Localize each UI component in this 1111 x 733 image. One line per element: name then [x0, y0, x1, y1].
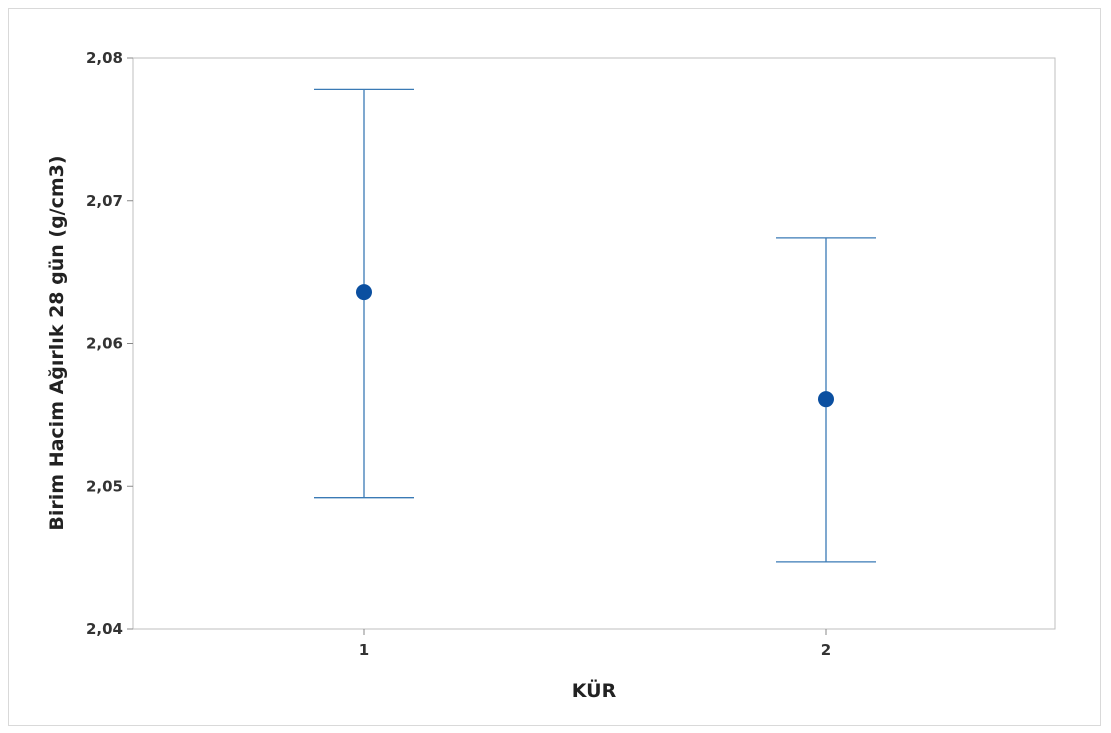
- x-tick-label: 2: [821, 641, 831, 659]
- y-axis-title: Birim Hacim Ağırlık 28 gün (g/cm3): [46, 155, 68, 530]
- y-axis-ticks: 2,04 2,05 2,06 2,07 2,08: [86, 49, 133, 638]
- y-tick-label: 2,07: [86, 192, 123, 210]
- y-tick-label: 2,08: [86, 49, 123, 67]
- interval-marks: [314, 88, 876, 563]
- plot-area: [132, 57, 1056, 630]
- mean-point: [818, 391, 834, 408]
- x-tick-label: 1: [359, 641, 369, 659]
- y-tick-label: 2,06: [86, 335, 123, 353]
- y-tick-label: 2,05: [86, 477, 123, 495]
- y-tick-label: 2,04: [86, 620, 123, 638]
- mean-point: [356, 284, 372, 301]
- x-axis-title: KÜR: [572, 678, 617, 702]
